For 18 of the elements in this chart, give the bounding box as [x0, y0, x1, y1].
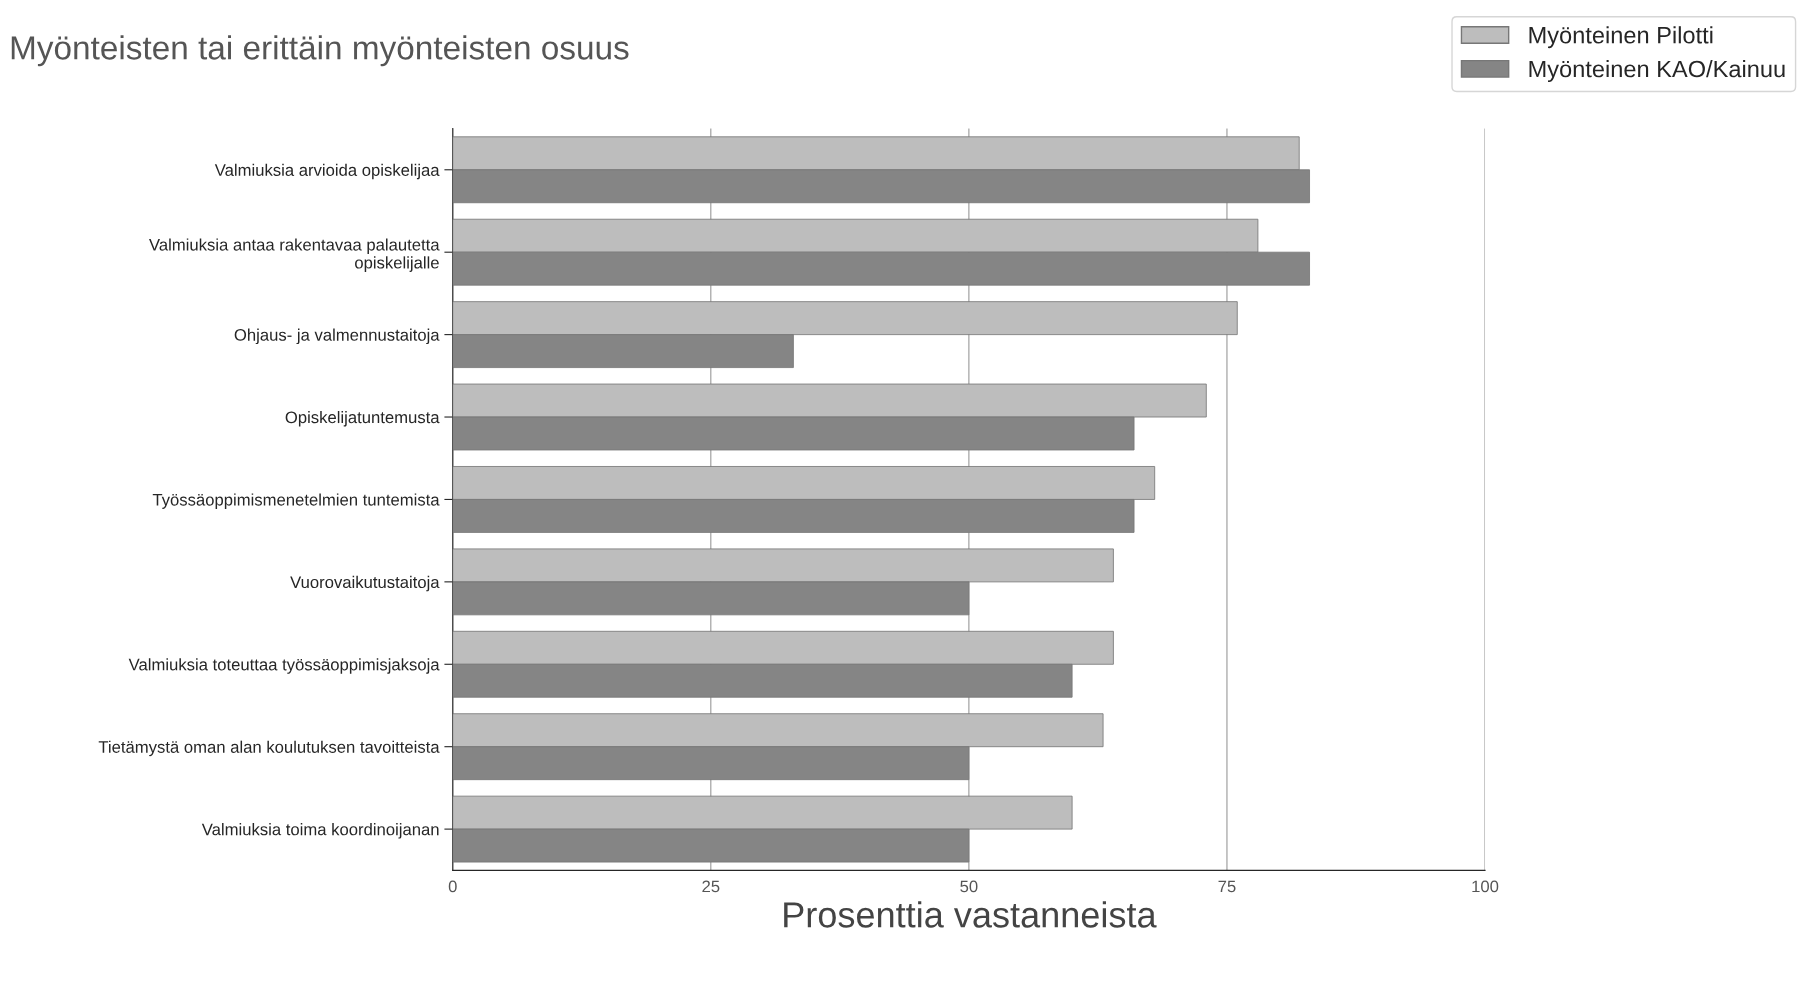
- y-tick-label: Tietämystä oman alan koulutuksen tavoitteista: [98, 740, 440, 757]
- y-tick-label: Valmiuksia toima koordinoijanan: [201, 823, 439, 839]
- legend-label: Myönteinen Pilotti: [1529, 26, 1713, 49]
- x-tick-label: 50: [960, 880, 978, 893]
- x-tick-label: 75: [1218, 880, 1236, 893]
- y-tick-label: Vuorovaikutustaitoja: [290, 575, 440, 592]
- y-tick-label: Valmiuksia toteuttaa työssäoppimisjaksoja: [128, 658, 440, 674]
- chart-title: Myönteisten tai erittäin myönteisten osuus: [11, 35, 629, 67]
- x-tick-label: 25: [702, 880, 720, 893]
- y-tick-label: Valmiuksia antaa rakentavaa palautetta opiskelijalle: [149, 238, 440, 272]
- legend-label: Myönteinen KAO/Kainuu: [1529, 60, 1785, 83]
- x-tick-label: 0: [448, 880, 457, 893]
- x-axis-title: Prosenttia vastanneista: [784, 901, 1157, 928]
- y-tick-label: Valmiuksia arvioida opiskelijaa: [214, 163, 440, 180]
- y-tick-label: Ohjaus- ja valmennustaitoja: [234, 328, 440, 345]
- x-tick-label: 100: [1472, 880, 1499, 893]
- y-tick-label: Työssäoppimismenetelmien tuntemista: [152, 493, 440, 509]
- y-tick-label: Opiskelijatuntemusta: [285, 410, 440, 427]
